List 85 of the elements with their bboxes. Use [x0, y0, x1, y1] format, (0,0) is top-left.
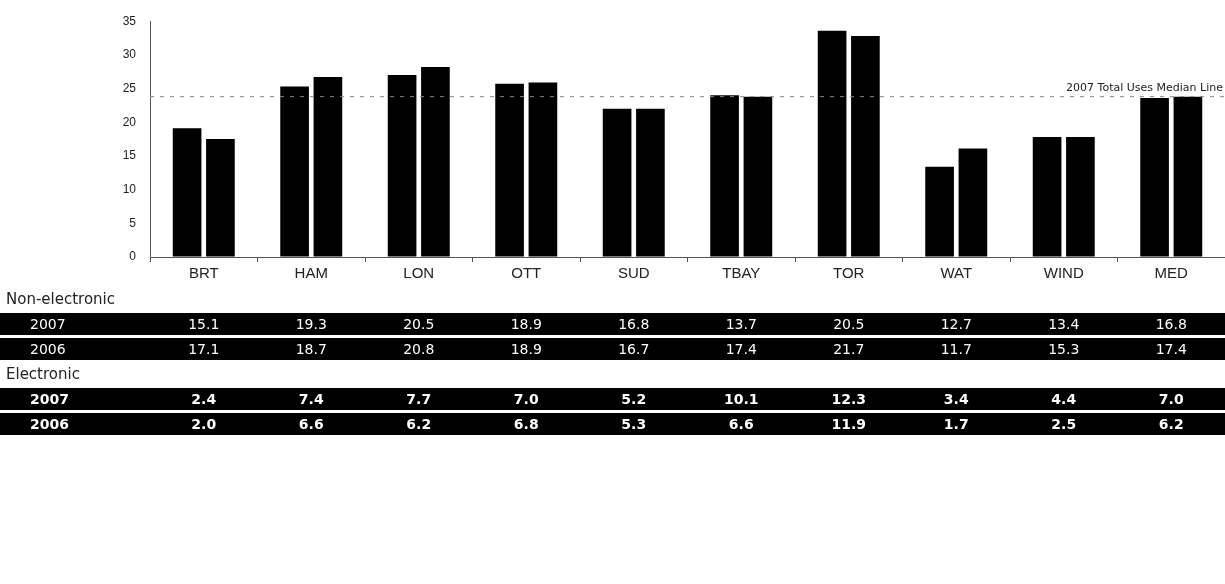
data-label: 12.7: [939, 315, 973, 334]
data-label: 15.1: [187, 315, 221, 334]
bar: [280, 86, 309, 257]
data-label: 11.9: [830, 415, 867, 434]
data-label: 16.7: [617, 340, 651, 359]
data-label: 20.8: [402, 340, 436, 359]
data-label: 20.5: [402, 315, 436, 334]
data-label: 2.4: [190, 390, 218, 409]
data-label: 16.8: [617, 315, 651, 334]
bar: [421, 67, 450, 257]
x-tick-label: WAT: [940, 264, 973, 282]
x-tick-label: HAM: [294, 264, 328, 282]
bar: [528, 82, 558, 257]
bar: [710, 95, 739, 257]
bar: [851, 36, 880, 257]
data-label: 20.5: [832, 315, 866, 334]
data-label: 2.0: [190, 415, 218, 434]
data-label: 6.6: [727, 415, 755, 434]
bar: [313, 77, 343, 257]
data-label: 19.3: [294, 315, 328, 334]
bar: [495, 83, 524, 257]
data-label: 7.4: [297, 390, 325, 409]
data-label: 11.7: [939, 340, 973, 359]
bar: [925, 166, 954, 257]
y-tick-label: 35: [122, 13, 137, 28]
bar: [1066, 137, 1095, 257]
x-tick-label: LON: [403, 264, 435, 282]
data-label: 5.2: [620, 390, 648, 409]
data-label: 6.6: [297, 415, 325, 434]
data-label: 7.0: [512, 390, 540, 409]
y-tick-label: 2006: [29, 340, 67, 359]
chart-title: Non-electronic: [5, 289, 116, 310]
y-tick-label: 20: [122, 114, 137, 129]
data-label: 3.4: [942, 390, 970, 409]
bar: [172, 128, 202, 257]
data-label: 6.8: [512, 415, 540, 434]
x-tick-label: MED: [1154, 264, 1189, 282]
data-label: 17.1: [187, 340, 221, 359]
y-tick-label: 30: [122, 47, 137, 62]
data-label: 18.9: [509, 340, 543, 359]
data-label: 4.4: [1050, 390, 1078, 409]
chart-title: Electronic: [5, 364, 81, 385]
y-tick-label: 25: [122, 80, 137, 95]
x-tick-label: TBAY: [722, 264, 761, 282]
data-label: 10.1: [722, 390, 760, 409]
y-tick-label: 2006: [29, 415, 70, 434]
y-tick-label: 10: [122, 181, 137, 196]
data-label: 7.7: [405, 390, 433, 409]
bar: [1173, 96, 1203, 257]
data-label: 18.7: [294, 340, 328, 359]
bar: [1032, 137, 1062, 257]
x-tick-label: TOR: [833, 264, 865, 282]
data-label: 12.3: [830, 390, 867, 409]
data-label: 13.7: [724, 315, 758, 334]
data-label: 1.7: [942, 415, 970, 434]
data-label: 5.3: [620, 415, 648, 434]
data-label: 16.8: [1154, 315, 1188, 334]
data-label: 2.5: [1050, 415, 1078, 434]
bar: [206, 139, 235, 257]
data-label: 6.2: [1157, 415, 1185, 434]
data-label: 7.0: [1157, 390, 1185, 409]
bar: [1140, 98, 1169, 257]
data-label: 13.4: [1047, 315, 1081, 334]
data-label: 17.4: [724, 340, 758, 359]
bar: [958, 148, 988, 257]
y-tick-label: 0: [129, 249, 137, 264]
x-tick-label: WIND: [1043, 264, 1084, 282]
y-tick-label: 15: [122, 148, 137, 163]
y-tick-label: 5: [129, 215, 137, 230]
data-label: 6.2: [405, 415, 433, 434]
x-tick-label: SUD: [617, 264, 650, 282]
ref-line-label: 2007 Total Uses Median Line: [1066, 81, 1224, 95]
y-tick-label: 2007: [29, 315, 67, 334]
bar: [743, 96, 773, 257]
bar: [636, 108, 665, 257]
x-tick-label: OTT: [511, 264, 542, 282]
bar: [387, 75, 417, 257]
data-label: 21.7: [832, 340, 866, 359]
bar: [602, 108, 632, 257]
data-label: 17.4: [1154, 340, 1188, 359]
y-tick-label: 2007: [29, 390, 70, 409]
bar: [817, 30, 847, 257]
x-tick-label: BRT: [188, 264, 219, 282]
data-label: 18.9: [509, 315, 543, 334]
data-label: 15.3: [1047, 340, 1081, 359]
